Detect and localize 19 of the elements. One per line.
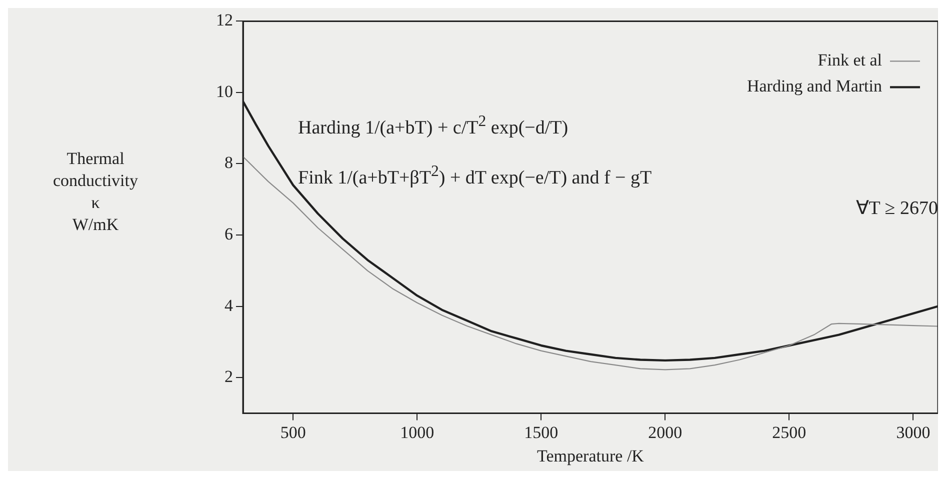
- y-axis-title: Thermal conductivity κ W/mK: [52, 148, 139, 236]
- x-tick-label: 1000: [400, 422, 434, 442]
- annotation: ∀T ≥ 2670: [856, 197, 938, 220]
- legend-label: Harding and Martin: [746, 76, 882, 96]
- y-tick-label: 12: [216, 10, 233, 30]
- x-tick-label: 3000: [896, 422, 930, 442]
- y-tick-label: 10: [216, 82, 233, 101]
- x-axis-title: Temperature /K: [537, 446, 645, 466]
- x-tick-label: 2000: [648, 422, 682, 442]
- annotation: Harding 1/(a+bT) + c/T$^{2}$ exp(−d/T): [298, 113, 568, 140]
- legend-label: Fink et al: [818, 50, 882, 70]
- x-tick-label: 1500: [524, 422, 558, 442]
- y-tick-label: 6: [224, 224, 233, 244]
- x-tick-label: 2500: [772, 422, 806, 442]
- annotation: Fink 1/(a+bT+βT$^{2}$) + dT exp(−e/T) and f − gT: [298, 163, 652, 190]
- y-tick-label: 8: [224, 153, 233, 172]
- y-tick-label: 4: [224, 296, 234, 315]
- x-tick-label: 500: [280, 422, 306, 442]
- y-tick-label: 2: [224, 367, 233, 386]
